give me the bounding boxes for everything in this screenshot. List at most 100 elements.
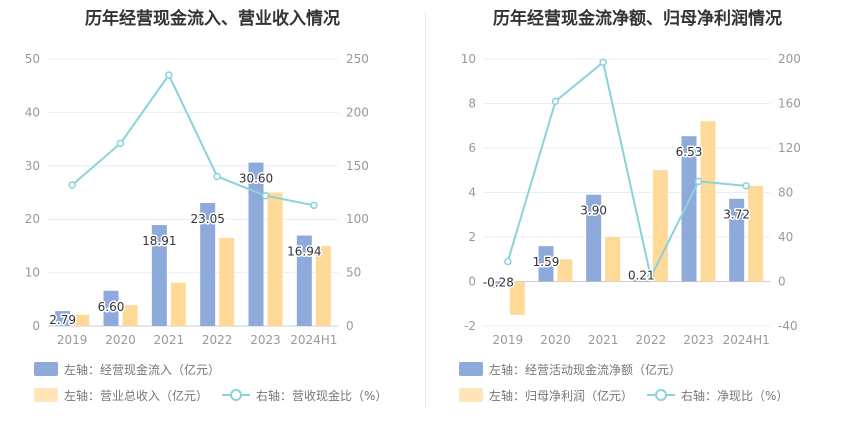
bar-data-label: 6.60: [98, 300, 125, 314]
chart-title: 历年经营现金流净额、归母净利润情况: [493, 9, 782, 29]
legend-label: 左轴：营业总收入（亿元）: [64, 388, 209, 403]
bar-data-label: 1.59: [533, 255, 560, 269]
bar-data-label: 30.60: [239, 172, 273, 186]
x-tick-label: 2024H1: [290, 333, 337, 347]
bar-data-label: 3.72: [723, 208, 750, 222]
chart-panel-net-cash: 历年经营现金流净额、归母净利润情况 -2 0 2 4 6 8 10 -40 0 40 80 120 16…: [425, 0, 850, 437]
bar: [586, 194, 602, 282]
y-right-tick-label: 160: [778, 97, 801, 111]
cash-inflow-chart: 0 10 20 30 40 50 0 50 100 150 200 250 2019 2020 2021 20…: [25, 52, 369, 347]
bar: [509, 281, 525, 315]
line-point: [599, 58, 607, 67]
y-right-tick-label: 80: [778, 186, 793, 200]
line-point: [68, 181, 76, 189]
bar: [248, 162, 264, 326]
bar-data-label: 0.21: [628, 269, 655, 283]
y-left-tick-label: 4: [468, 186, 476, 200]
y-right-tick-label: 40: [778, 230, 793, 244]
legend-label: 右轴：净现比（%）: [681, 388, 789, 403]
legend-item-net-cash-ratio[interactable]: 右轴：净现比（%）: [647, 387, 788, 404]
bar: [538, 246, 554, 282]
y-left-tick-label: -2: [464, 319, 476, 333]
y-left-tick-label: 30: [25, 159, 40, 173]
y-right-tick-label: 120: [778, 141, 801, 155]
bar: [296, 235, 312, 326]
chart-legend: 左轴：经营现金流入（亿元） 左轴：营业总收入（亿元） 右轴：营收现金比（%）: [34, 356, 401, 408]
y-right-tick-label: -40: [778, 319, 798, 333]
bar: [200, 202, 216, 326]
legend-label: 左轴：经营活动现金流净额（亿元）: [489, 362, 682, 377]
line-point: [213, 172, 221, 181]
bar-data-label: -0.28: [483, 276, 514, 290]
legend-item-revenue[interactable]: 左轴：营业总收入（亿元）: [34, 387, 208, 404]
bar: [557, 259, 573, 282]
legend-item-cash-ratio[interactable]: 右轴：营收现金比（%）: [222, 387, 387, 404]
legend-item-net-cash[interactable]: 左轴：经营活动现金流净额（亿元）: [459, 361, 681, 378]
y-right-tick-label: 100: [346, 212, 369, 226]
bar: [219, 237, 235, 326]
bar-data-label: 18.91: [142, 234, 176, 248]
x-tick-label: 2024H1: [723, 333, 770, 347]
y-left-tick-label: 10: [461, 52, 476, 66]
y-left-tick-label: 40: [25, 105, 40, 119]
x-tick-label: 2019: [57, 333, 88, 347]
line-marker-icon: [647, 389, 676, 401]
bar: [151, 225, 167, 326]
legend-swatch-orange: [34, 388, 58, 402]
y-left-tick-label: 2: [468, 230, 476, 244]
bar: [729, 198, 745, 282]
line-series: [71, 73, 315, 207]
y-left-tick-label: 0: [468, 275, 476, 289]
y-right-tick-label: 150: [346, 159, 369, 173]
x-tick-label: 2019: [493, 333, 524, 347]
bar-data-label: 3.90: [580, 204, 607, 218]
y-left-tick-label: 6: [468, 141, 476, 155]
bar-data-label: 23.05: [190, 212, 224, 226]
legend-swatch-blue: [34, 362, 58, 376]
bar: [315, 245, 331, 326]
x-tick-label: 2021: [154, 333, 185, 347]
x-tick-label: 2022: [202, 333, 233, 347]
bar: [605, 237, 621, 282]
bar: [700, 121, 716, 282]
chart-panel-cash-inflow: 历年经营现金流入、营业收入情况 0 10 20 30 40 50 0 50 100 150 200 2…: [25, 9, 401, 408]
bar: [170, 282, 186, 326]
x-tick-label: 2020: [105, 333, 136, 347]
net-cash-chart: -2 0 2 4 6 8 10 -40 0 40 80 120 160 200 2019 2020 2021 20…: [461, 52, 801, 347]
y-right-tick-label: 250: [346, 52, 369, 66]
legend-item-net-profit[interactable]: 左轴：归母净利润（亿元）: [459, 387, 633, 404]
legend-label: 右轴：营收现金比（%）: [256, 388, 388, 403]
x-tick-label: 2021: [588, 333, 619, 347]
bar: [633, 276, 649, 282]
bar: [55, 311, 71, 326]
y-right-tick-label: 200: [346, 105, 369, 119]
y-left-tick-label: 50: [25, 52, 40, 66]
line-point: [165, 71, 173, 79]
bar: [103, 290, 119, 326]
panel-divider: [425, 12, 426, 408]
bar: [122, 305, 138, 326]
line-point: [261, 191, 270, 200]
bar: [652, 170, 668, 282]
y-right-tick-label: 200: [778, 52, 801, 66]
bar-data-label: 16.94: [287, 245, 321, 259]
line-series: [506, 60, 747, 281]
y-right-tick-label: 50: [346, 266, 361, 280]
bar: [748, 185, 764, 282]
line-point: [694, 177, 703, 186]
legend-item-cash-inflow[interactable]: 左轴：经营现金流入（亿元）: [34, 361, 220, 378]
x-tick-label: 2023: [250, 333, 281, 347]
y-left-tick-label: 8: [468, 97, 476, 111]
line-point: [504, 257, 512, 266]
line-point: [742, 182, 750, 190]
line-point: [116, 139, 125, 148]
line-point: [647, 273, 655, 281]
legend-swatch-blue: [459, 362, 483, 376]
bar: [490, 281, 506, 288]
x-tick-label: 2023: [683, 333, 714, 347]
bar: [267, 192, 283, 326]
bar-data-label: 6.53: [676, 145, 703, 159]
line-marker-icon: [222, 389, 251, 401]
chart-legend: 左轴：经营活动现金流净额（亿元） 左轴：归母净利润（亿元） 右轴：净现比（%）: [459, 356, 802, 408]
bar: [681, 136, 697, 282]
